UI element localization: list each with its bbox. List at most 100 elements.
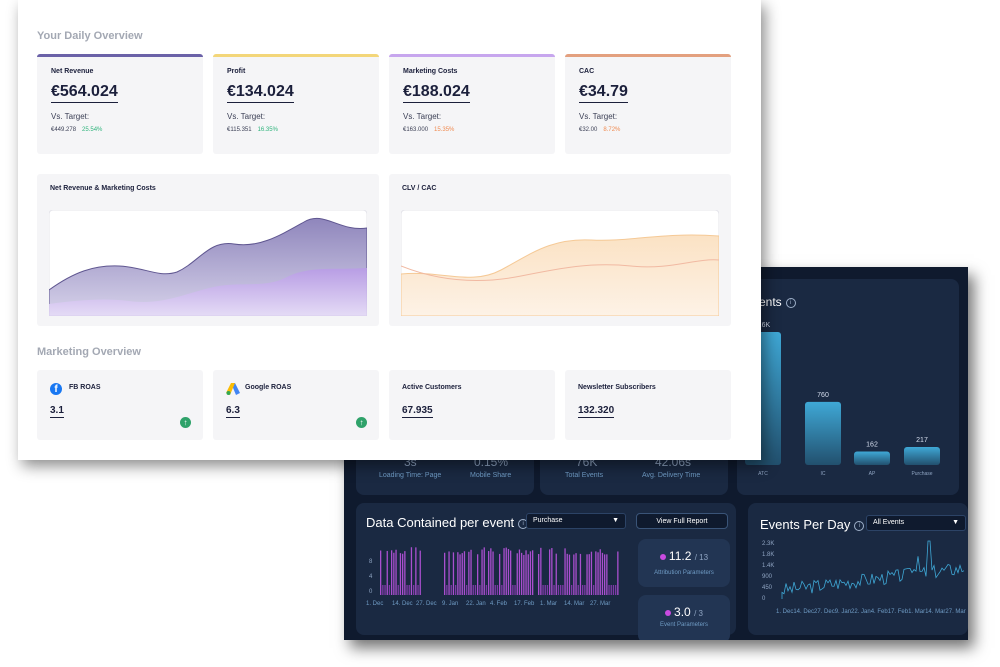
event-bar bbox=[577, 585, 579, 595]
clv-cac-area-chart bbox=[401, 210, 719, 316]
event-bar bbox=[499, 553, 501, 595]
event-bar bbox=[492, 551, 494, 595]
kpi-card-marketing-costs: Marketing Costs €188.024 Vs. Target: €16… bbox=[389, 54, 555, 154]
x-tick-label: 14. Dec bbox=[392, 601, 413, 607]
clv-cac-chart-card: CLV / CAC bbox=[389, 174, 731, 326]
bar-category-label: IC bbox=[821, 471, 826, 477]
view-full-report-button[interactable]: View Full Report bbox=[636, 513, 728, 529]
event-bar bbox=[579, 553, 582, 595]
events-line bbox=[781, 540, 965, 599]
active-customers-label: Active Customers bbox=[402, 384, 462, 391]
y-tick-label: 450 bbox=[762, 585, 773, 591]
event-bar bbox=[599, 549, 601, 595]
clv-area bbox=[401, 234, 719, 316]
kpi-target: €115.351 bbox=[227, 127, 252, 133]
kpi-card-cac: CAC €34.79 Vs. Target: €32.00 8.72% bbox=[565, 54, 731, 154]
event-bar bbox=[380, 550, 382, 595]
kpi-card-net-revenue: Net Revenue €564.024 Vs. Target: €449.27… bbox=[37, 54, 203, 154]
kpi-value: €134.024 bbox=[227, 83, 294, 103]
event-bar bbox=[562, 585, 564, 595]
fb-roas-label: FB ROAS bbox=[69, 384, 101, 391]
event-bar bbox=[542, 585, 544, 595]
google-ads-icon bbox=[226, 383, 240, 395]
event-bar bbox=[527, 554, 529, 595]
event-select[interactable]: Purchase ▼ bbox=[526, 513, 626, 529]
events-per-day-title: Events Per Day i bbox=[760, 517, 865, 532]
event-bar bbox=[408, 585, 410, 595]
x-tick-label: 27. Mar bbox=[590, 601, 610, 607]
data-contained-card: Data Contained per event i Purchase ▼ View… bbox=[356, 503, 736, 640]
event-bar bbox=[595, 551, 597, 595]
fb-roas-card: f FB ROAS 3.1 ↑ bbox=[37, 370, 203, 440]
event-bar bbox=[505, 547, 507, 595]
bar-value-label: 217 bbox=[916, 437, 928, 444]
x-tick-labels: 1. Dec14. Dec27. Dec9. Jan22. Jan4. Feb1… bbox=[776, 609, 966, 615]
event-bar bbox=[444, 552, 446, 595]
event-bar bbox=[488, 551, 490, 595]
kpi-label: Profit bbox=[227, 68, 246, 75]
events-per-day-card: Events Per Day i All Events ▼ 2.3K 1.8K 1.4K… bbox=[748, 503, 968, 635]
event-bar bbox=[549, 549, 551, 595]
net-revenue-marketing-chart-card: Net Revenue & Marketing Costs bbox=[37, 174, 379, 326]
event-bar bbox=[523, 554, 525, 595]
event-bar bbox=[415, 547, 417, 595]
event-bar bbox=[450, 585, 452, 595]
event-bar bbox=[496, 585, 499, 595]
bar-value-label: 1.6K bbox=[756, 322, 771, 329]
event-bar bbox=[604, 554, 606, 595]
event-bar bbox=[448, 551, 450, 595]
info-icon[interactable]: i bbox=[785, 297, 796, 308]
event-bar bbox=[606, 554, 608, 595]
y-tick-label: 0 bbox=[369, 589, 373, 595]
event-bar bbox=[597, 552, 599, 595]
kpi-value: €34.79 bbox=[579, 83, 628, 103]
kpi-label: CAC bbox=[579, 68, 595, 75]
attribution-value: 11.2 bbox=[668, 549, 692, 563]
event-bar bbox=[584, 585, 586, 595]
event-bar bbox=[617, 551, 619, 595]
event-bar bbox=[490, 548, 492, 595]
event-params-value: 3.0 bbox=[674, 605, 691, 619]
bar-category-label: ATC bbox=[758, 471, 768, 477]
event-bar bbox=[503, 548, 505, 595]
events-chart-card: ents i 1.6K ATC 760 IC 162 AP 217 Purchase bbox=[737, 279, 959, 495]
event-bar bbox=[510, 550, 512, 595]
x-tick-label: 1. Dec bbox=[366, 601, 383, 607]
arrow-up-icon: ↑ bbox=[356, 417, 367, 428]
event-bar bbox=[518, 549, 521, 595]
event-bar bbox=[468, 551, 470, 595]
event-bar bbox=[615, 585, 617, 595]
event-bar bbox=[588, 554, 590, 595]
event-bar bbox=[455, 585, 457, 595]
event-bar bbox=[494, 585, 496, 595]
daily-overview-panel: Your Daily Overview Net Revenue €564.024… bbox=[18, 0, 761, 460]
event-bar bbox=[452, 552, 455, 595]
event-bar bbox=[479, 585, 481, 595]
kpi-value: €564.024 bbox=[51, 83, 118, 103]
event-bar bbox=[397, 585, 399, 595]
event-bar bbox=[474, 585, 477, 595]
event-bar bbox=[553, 585, 555, 595]
kpi-target: €449.278 bbox=[51, 127, 77, 133]
dot-icon bbox=[665, 609, 672, 616]
events-filter-select[interactable]: All Events ▼ bbox=[866, 515, 966, 531]
newsletter-subscribers-label: Newsletter Subscribers bbox=[578, 384, 656, 391]
event-bar bbox=[477, 554, 479, 595]
active-customers-card: Active Customers 67.935 bbox=[389, 370, 555, 440]
event-bar bbox=[571, 585, 573, 595]
event-bar bbox=[593, 585, 595, 595]
event-bar bbox=[393, 552, 395, 595]
event-bar bbox=[410, 547, 413, 595]
info-icon[interactable]: i bbox=[854, 520, 865, 531]
kpi-card-profit: Profit €134.024 Vs. Target: €115.351 16.3… bbox=[213, 54, 379, 154]
x-tick-label: 4. Feb bbox=[490, 601, 508, 607]
y-tick-label: 2.3K bbox=[762, 541, 774, 547]
event-bar bbox=[514, 585, 516, 595]
x-tick-label: 9. Jan bbox=[442, 601, 458, 607]
chart-title: Net Revenue & Marketing Costs bbox=[50, 185, 156, 192]
y-tick-label: 1.8K bbox=[762, 552, 774, 558]
event-bar bbox=[551, 548, 553, 595]
newsletter-subscribers-value: 132.320 bbox=[578, 405, 615, 418]
kpi-percent: 25.54% bbox=[82, 127, 103, 133]
event-params-total: / 3 bbox=[694, 609, 703, 618]
